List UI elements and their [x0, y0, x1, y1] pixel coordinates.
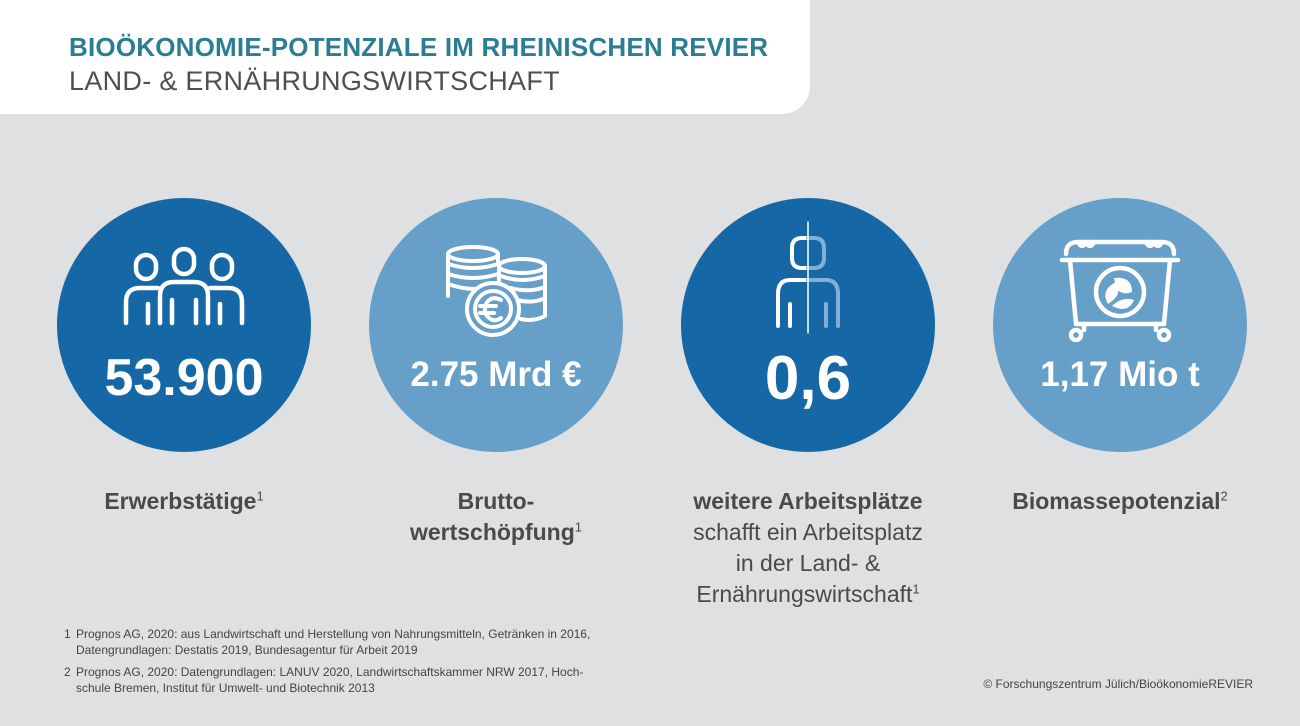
stat-circle-biomass: 1,17 Mio t — [993, 198, 1247, 452]
header-panel: BIOÖKONOMIE-POTENZIALE IM RHEINISCHEN RE… — [0, 0, 810, 114]
page-subtitle: LAND- & ERNÄHRUNGSWIRTSCHAFT — [69, 66, 560, 96]
stat-value: 1,17 Mio t — [1040, 355, 1200, 394]
stat-label-gross-value: Brutto- wertschöpfung1 — [346, 486, 646, 548]
stat-circle-employees: 53.900 — [57, 198, 311, 452]
person-half-icon — [776, 221, 840, 334]
label-text: schafft ein Arbeitsplatz — [693, 519, 923, 545]
stat-label-biomass: Biomassepotenzial2 — [970, 486, 1270, 517]
page-title: BIOÖKONOMIE-POTENZIALE IM RHEINISCHEN RE… — [69, 32, 769, 62]
label-text: Erwerbstätige — [104, 488, 257, 514]
footnote-1: 1 Prognos AG, 2020: aus Landwirtschaft u… — [64, 626, 604, 658]
footnote-2: 2 Prognos AG, 2020: Datengrundlagen: LAN… — [64, 664, 604, 696]
footnote-ref: 1 — [256, 488, 264, 504]
footnote-text: schule Bremen, Institut für Umwelt- und … — [76, 681, 375, 695]
stat-circle-jobs: 0,6 — [681, 198, 935, 452]
stat-value: 2.75 Mrd € — [410, 355, 582, 394]
label-text: Brutto- — [457, 488, 535, 514]
stat-label-jobs: weitere Arbeitsplätze schafft ein Arbeit… — [658, 486, 958, 610]
footnote-ref: 1 — [574, 519, 583, 535]
label-text: weitere Arbeitsplätze — [693, 488, 923, 514]
stat-circle-gross-value: 2.75 Mrd € — [369, 198, 623, 452]
footnote-text: Datengrundlagen: Destatis 2019, Bundesag… — [76, 643, 418, 657]
footnote-ref: 2 — [1220, 488, 1228, 504]
label-text: Biomassepotenzial — [1012, 488, 1221, 514]
footnote-text: Prognos AG, 2020: Datengrundlagen: LANUV… — [76, 665, 584, 679]
footnote-number: 1 — [64, 627, 71, 641]
people-group-icon — [123, 246, 245, 326]
biomass-container-leaf-icon — [1059, 239, 1181, 342]
footnote-number: 2 — [64, 665, 71, 679]
footnote-ref: 1 — [912, 581, 920, 597]
stat-label-employees: Erwerbstätige1 — [34, 486, 334, 517]
label-text: Ernährungswirtschaft — [696, 581, 913, 607]
euro-coins-icon — [446, 245, 547, 337]
stat-value: 53.900 — [104, 349, 264, 407]
label-text: in der Land- & — [735, 550, 881, 576]
label-text: wertschöpfung — [409, 519, 575, 545]
copyright-notice: © Forschungszentrum Jülich/BioökonomieRE… — [983, 677, 1253, 691]
stat-value: 0,6 — [764, 344, 852, 413]
footnote-text: Prognos AG, 2020: aus Landwirtschaft und… — [76, 627, 591, 641]
